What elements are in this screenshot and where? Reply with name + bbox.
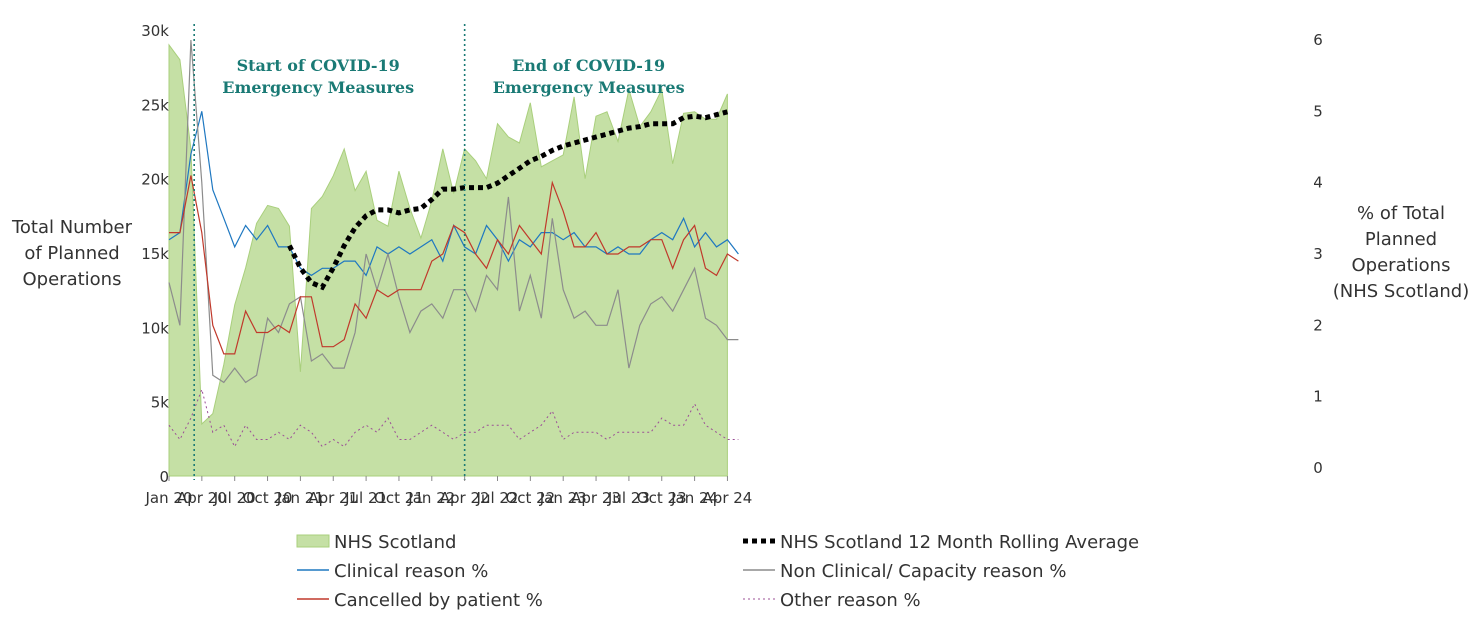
right-tick-label: 6 [1313, 31, 1323, 49]
axis-title-line: Operations [23, 269, 122, 290]
x-tick-label: Oct 21 [374, 489, 424, 507]
axis-title-line: Total Number [11, 217, 133, 238]
x-tick-label: Apr 20 [177, 489, 227, 507]
axis-title-line: % of Total [1357, 203, 1445, 224]
legend-item-clinical-reason: Clinical reason % [297, 561, 488, 582]
series-nhs-scotland-12-month-rolling-average-line [287, 109, 729, 291]
right-axis-title: % of Total Planned Operations (NHS Scotland… [1333, 203, 1469, 302]
x-tick-label: Apr 22 [440, 489, 490, 507]
x-tick-label: Oct 23 [637, 489, 687, 507]
right-tick-label: 5 [1313, 102, 1323, 120]
annotation-2-line-1: End of COVID-19 [512, 56, 665, 75]
left-tick-label: 5k [151, 394, 170, 412]
left-tick-label: 0 [159, 468, 169, 486]
left-axis-title: Total Number of Planned Operations [11, 217, 133, 290]
series-other-reason-line [168, 387, 739, 448]
annotation-2-line-2: Emergency Measures [493, 78, 685, 97]
x-tick-label: Jan 20 [145, 489, 193, 507]
left-tick-label: 30k [141, 22, 169, 40]
x-tick-label: Apr 24 [703, 489, 753, 507]
axis-title-line: of Planned [24, 243, 119, 264]
x-tick-label: Jul 23 [607, 489, 650, 507]
axis-title-line: (NHS Scotland) [1333, 281, 1469, 302]
x-tick-label: Apr 23 [571, 489, 621, 507]
series-non-clinical-capacity-reason-line [168, 39, 739, 384]
legend-item-non-clinical-capacity-reason: Non Clinical/ Capacity reason % [743, 561, 1066, 582]
axis-title-line: Planned [1365, 229, 1437, 250]
legend-item-nhs-scotland: NHS Scotland [296, 532, 456, 553]
x-tick-label: Oct 22 [505, 489, 555, 507]
x-tick-label: Jan 24 [670, 489, 718, 507]
x-tick-label: Jan 21 [276, 489, 324, 507]
legend-item-other-reason: Other reason % [743, 590, 921, 611]
x-tick-label: Jul 21 [344, 489, 387, 507]
series-nhs-scotland-area [168, 43, 728, 477]
x-tick-label: Apr 21 [308, 489, 358, 507]
legend: NHS Scotland NHS Scotland 12 Month Rollin… [296, 532, 1139, 611]
annotation-1-line-2: Emergency Measures [222, 78, 414, 97]
x-tick-label: Jan 23 [539, 489, 587, 507]
legend-label: NHS Scotland 12 Month Rolling Average [780, 532, 1139, 553]
x-tick-label: Jan 22 [407, 489, 455, 507]
legend-label: Clinical reason % [334, 561, 488, 582]
right-tick-label: 2 [1313, 316, 1323, 334]
x-tick-label: Oct 20 [243, 489, 293, 507]
legend-label: NHS Scotland [334, 532, 456, 553]
left-tick-label: 15k [141, 245, 169, 263]
right-tick-label: 3 [1313, 245, 1323, 263]
axis-title-line: Operations [1352, 255, 1451, 276]
legend-label: Non Clinical/ Capacity reason % [780, 561, 1066, 582]
right-tick-label: 1 [1313, 388, 1323, 406]
right-tick-label: 0 [1313, 459, 1323, 477]
x-tick-label: Jul 22 [476, 489, 519, 507]
x-tick-label: Jul 20 [213, 489, 256, 507]
legend-label: Cancelled by patient % [334, 590, 543, 611]
series-cancelled-by-patient-line [169, 175, 739, 355]
left-tick-label: 25k [141, 96, 169, 114]
legend-item-nhs-scotland-12-month-rolling-average: NHS Scotland 12 Month Rolling Average [743, 532, 1139, 553]
legend-item-cancelled-by-patient: Cancelled by patient % [297, 590, 543, 611]
left-tick-label: 20k [141, 171, 169, 189]
legend-label: Other reason % [780, 590, 921, 611]
annotation-1-line-1: Start of COVID-19 [237, 56, 400, 75]
left-tick-label: 10k [141, 319, 169, 337]
right-tick-label: 4 [1313, 174, 1323, 192]
legend-swatch [296, 534, 330, 548]
